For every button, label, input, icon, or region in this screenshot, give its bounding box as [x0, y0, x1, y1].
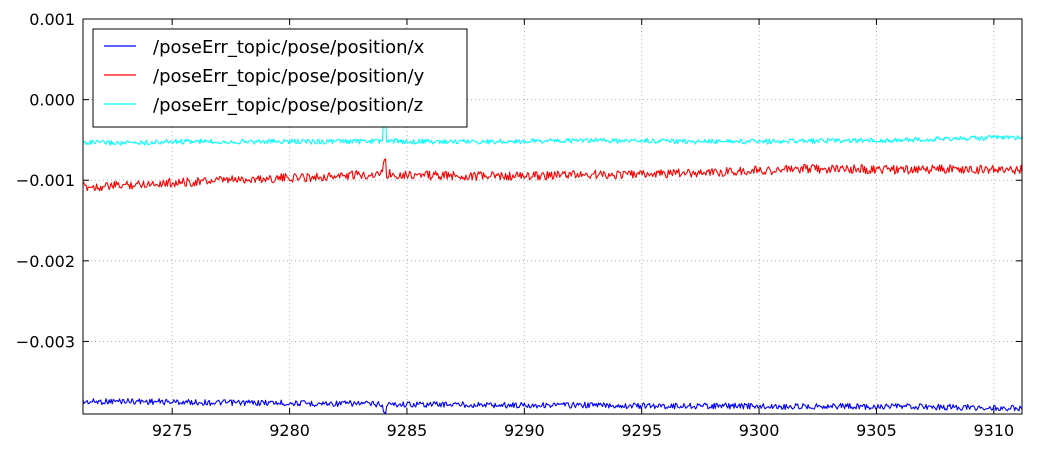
- legend-box: [92, 28, 468, 128]
- y-tick-label: −0.003: [16, 332, 75, 351]
- series-group: [83, 116, 1022, 414]
- x-tick-label: 9290: [504, 421, 545, 440]
- series-line-y: [83, 158, 1022, 192]
- y-tick-label: 0.001: [29, 10, 75, 29]
- x-tick-label: 9295: [621, 421, 662, 440]
- axes: [82, 18, 1023, 415]
- x-tick-label: 9285: [387, 421, 428, 440]
- legend-label-z: /poseErr_topic/pose/position/z: [153, 95, 423, 116]
- y-tick-label: −0.001: [16, 171, 75, 190]
- legend: /poseErr_topic/pose/position/x /poseErr_…: [92, 28, 468, 128]
- series-line-x: [83, 398, 1022, 414]
- x-tick-label: 9275: [152, 421, 193, 440]
- x-tick-label: 9310: [973, 421, 1014, 440]
- y-tick-label: −0.002: [16, 252, 75, 271]
- x-tick-label: 9300: [739, 421, 780, 440]
- series-line-z: [83, 116, 1022, 146]
- y-tick-label: 0.000: [29, 91, 75, 110]
- x-tick-label: 9280: [269, 421, 310, 440]
- ticks: 9275 9280 9285 9290 9295 9300 9305 9310 0.001 0.0…: [16, 10, 1022, 440]
- x-tick-label: 9305: [856, 421, 897, 440]
- legend-label-x: /poseErr_topic/pose/position/x: [153, 37, 425, 58]
- legend-label-y: /poseErr_topic/pose/position/y: [153, 66, 425, 87]
- plot-frame: [82, 18, 1023, 415]
